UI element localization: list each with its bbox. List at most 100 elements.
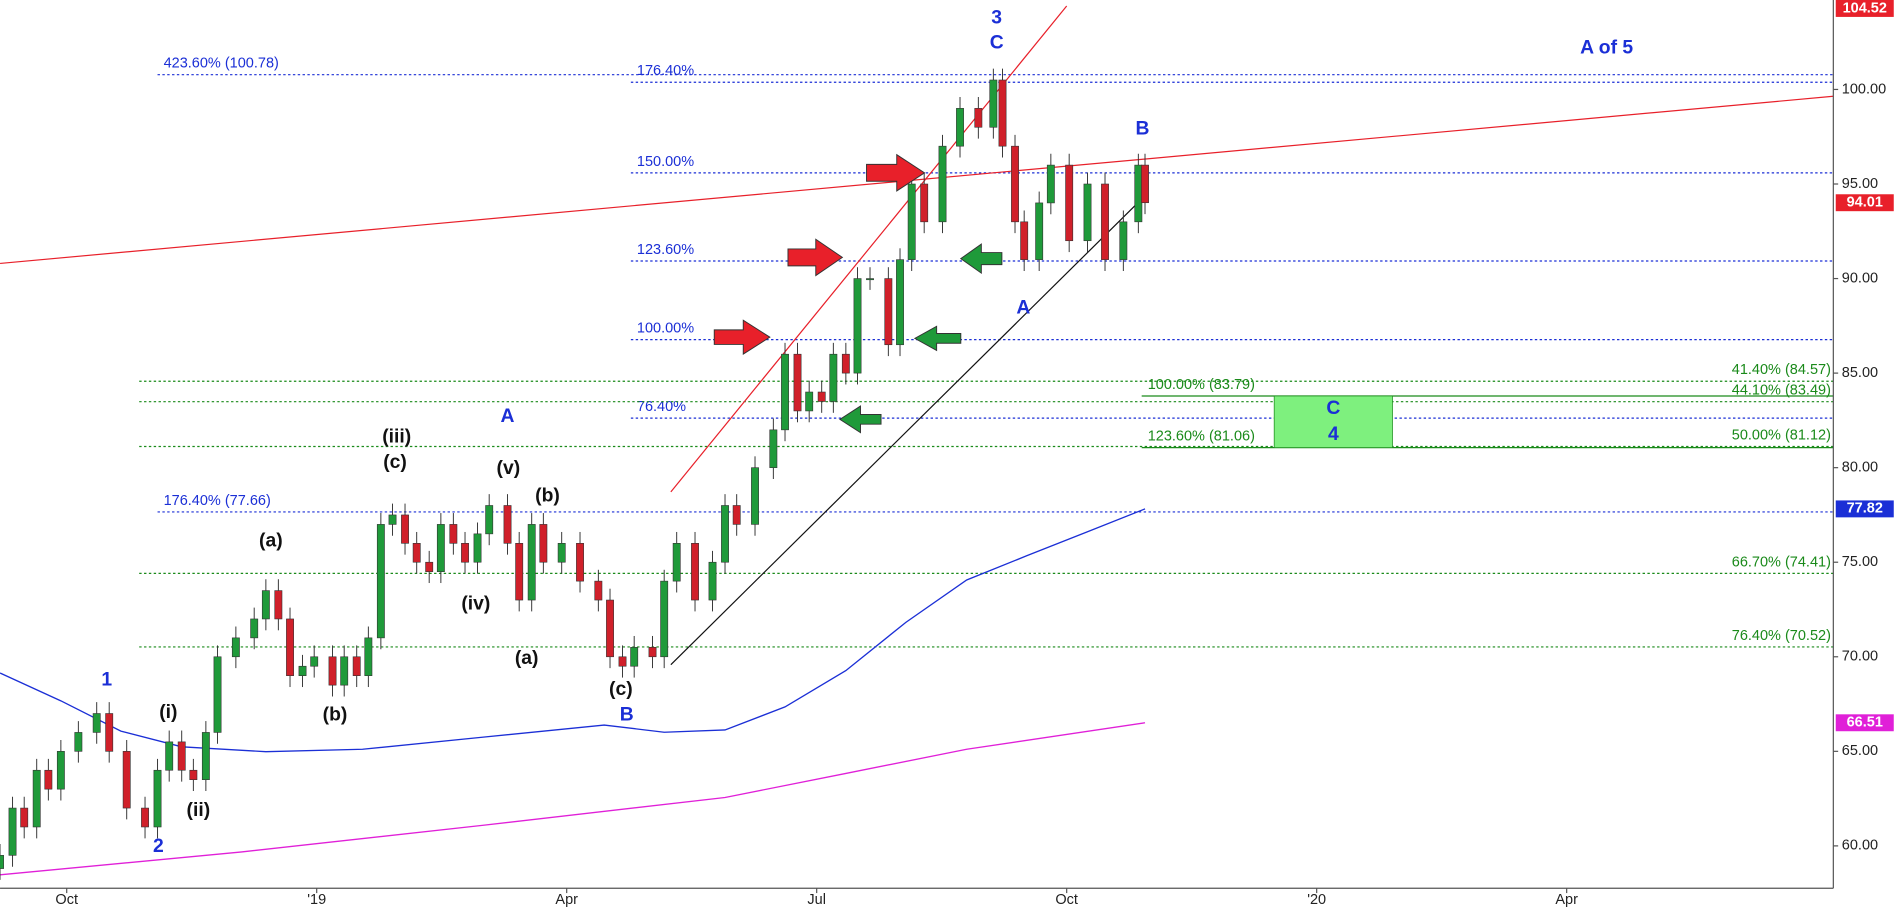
candle-body xyxy=(352,656,361,676)
wave-label: B xyxy=(1136,118,1150,139)
wave-label: (b) xyxy=(535,486,560,507)
trendline xyxy=(670,195,1146,666)
wave-label: (c) xyxy=(383,452,407,473)
candle-body xyxy=(213,656,222,733)
candle-body xyxy=(998,79,1007,147)
candle-body xyxy=(74,732,83,752)
wave-label: A of 5 xyxy=(1580,38,1633,59)
candle-body xyxy=(691,543,699,601)
candle-body xyxy=(105,713,114,752)
candle-body xyxy=(461,543,469,563)
candle-body xyxy=(1011,145,1019,223)
candle-body xyxy=(122,751,131,809)
green-arrow xyxy=(959,243,1003,275)
wave-label: (iii) xyxy=(382,427,411,448)
candle-body xyxy=(153,769,162,828)
wave-label: (a) xyxy=(515,648,539,669)
candle-body xyxy=(841,353,850,374)
candle-body xyxy=(708,561,717,601)
price-tag-label: 94.01 xyxy=(1847,195,1883,211)
candle-body xyxy=(1134,164,1143,223)
candle-body xyxy=(364,637,373,676)
wave-label: 3 xyxy=(991,7,1002,28)
fib-label: 76.40% xyxy=(637,399,686,415)
candle-body xyxy=(1119,221,1128,260)
y-tick-label: 60.00 xyxy=(1842,838,1878,854)
price-tag-label: 104.52 xyxy=(1843,0,1887,16)
candle-body xyxy=(618,656,627,667)
candle-body xyxy=(328,656,337,686)
wave-label: A xyxy=(501,406,515,427)
candle-body xyxy=(660,580,669,658)
candle-body xyxy=(989,79,998,128)
x-tick-label: '19 xyxy=(307,892,326,908)
red-arrow xyxy=(787,238,844,277)
x-tick-label: Oct xyxy=(55,892,78,908)
candle-body xyxy=(884,278,893,346)
trendline xyxy=(0,95,1834,265)
fib-label: 176.40% (77.66) xyxy=(164,493,271,509)
candle-body xyxy=(896,259,904,346)
fib-label: 66.70% (74.41) xyxy=(1732,554,1831,570)
candle-body xyxy=(32,769,41,828)
fib-label: 123.60% xyxy=(637,242,694,258)
candle-body xyxy=(866,278,874,281)
candle-body xyxy=(576,543,584,582)
x-tick-label: Oct xyxy=(1055,892,1078,908)
candle-body xyxy=(539,524,548,563)
candle-body xyxy=(165,741,174,771)
moving-average xyxy=(0,508,1146,753)
zone-label: 4 xyxy=(1328,424,1339,445)
candle-body xyxy=(1101,183,1109,260)
candle-body xyxy=(793,353,802,412)
candle-body xyxy=(721,505,729,563)
target-zone xyxy=(1273,395,1393,448)
wave-label: (iv) xyxy=(461,593,490,614)
fib-label: 41.40% (84.57) xyxy=(1732,362,1831,378)
x-tick-label: '20 xyxy=(1307,892,1326,908)
candle-body xyxy=(606,599,614,658)
candle-body xyxy=(231,637,240,658)
y-tick-label: 80.00 xyxy=(1842,459,1878,475)
price-tag xyxy=(1835,500,1894,518)
candle-body xyxy=(449,524,458,544)
wave-label: 2 xyxy=(153,836,164,857)
price-tag xyxy=(1835,194,1894,212)
candle-body xyxy=(515,543,524,601)
price-tag xyxy=(1835,0,1894,17)
candle-body xyxy=(1141,164,1149,204)
x-tick-label: Apr xyxy=(555,892,578,908)
fib-label: 123.60% (81.06) xyxy=(1148,429,1255,445)
candle-body xyxy=(473,533,482,563)
x-tick-label: Jul xyxy=(807,892,826,908)
fib-label: 76.40% (70.52) xyxy=(1732,628,1831,644)
wave-label: (b) xyxy=(323,705,348,726)
fib-label: 423.60% (100.78) xyxy=(164,56,279,72)
fib-label: 150.00% xyxy=(637,154,694,170)
zone-label: C xyxy=(1326,398,1340,419)
candle-body xyxy=(594,580,603,601)
candle-body xyxy=(1035,202,1044,260)
price-tag xyxy=(1835,714,1894,732)
candle-body xyxy=(44,769,53,790)
candle-body xyxy=(436,524,445,572)
arrows xyxy=(713,153,1003,434)
y-tick-label: 90.00 xyxy=(1842,270,1878,286)
green-arrow xyxy=(913,325,962,352)
candle-body xyxy=(250,618,259,639)
moving-average xyxy=(0,722,1146,876)
wave-label: (ii) xyxy=(187,800,211,821)
candle-body xyxy=(1020,221,1029,260)
y-tick-label: 75.00 xyxy=(1842,554,1878,570)
y-tick-label: 70.00 xyxy=(1842,649,1878,665)
fib-label: 100.00% xyxy=(637,321,694,337)
candle-body xyxy=(974,108,983,128)
candle-body xyxy=(425,561,434,572)
candle-body xyxy=(527,524,536,601)
candle-body xyxy=(177,741,186,771)
wave-label: C xyxy=(990,33,1004,54)
candle-body xyxy=(648,647,657,658)
candle-body xyxy=(853,278,862,374)
red-arrow xyxy=(713,319,771,355)
